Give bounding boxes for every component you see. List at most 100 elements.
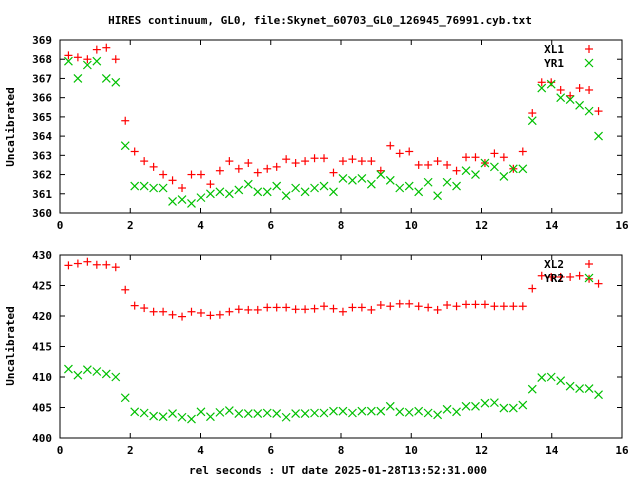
data-point <box>480 300 489 309</box>
data-point <box>149 162 158 171</box>
data-point <box>366 179 376 189</box>
data-point <box>187 198 196 208</box>
data-point <box>291 305 300 314</box>
data-point <box>272 409 282 419</box>
legend-label: XL1 <box>544 43 564 56</box>
data-point <box>149 307 158 316</box>
data-point <box>471 170 480 179</box>
data-point-d2 <box>376 406 386 416</box>
series-yr1 <box>64 56 603 208</box>
legend-marker-d2 <box>584 273 594 283</box>
data-point-d2 <box>196 407 206 417</box>
data-point-d2 <box>471 170 480 179</box>
data-point <box>92 367 102 376</box>
data-point <box>215 166 224 175</box>
x-tick-label: 16 <box>615 444 629 457</box>
x-tick-label: 10 <box>405 219 418 232</box>
legend-marker-d2 <box>584 58 594 68</box>
data-point <box>499 302 508 311</box>
data-point <box>243 179 253 189</box>
data-point <box>348 155 357 164</box>
x-tick-label: 2 <box>127 219 134 232</box>
data-point-d2 <box>452 181 461 191</box>
y-tick-label: 364 <box>32 130 52 143</box>
x-tick-label: 6 <box>267 444 274 457</box>
data-point <box>490 149 499 158</box>
legend-marker <box>584 58 594 68</box>
data-point <box>518 400 528 410</box>
data-point <box>395 299 404 308</box>
data-point <box>443 301 452 310</box>
y-tick-label: 361 <box>32 188 52 201</box>
data-point-d2 <box>300 409 310 419</box>
data-point-d2 <box>527 116 537 126</box>
data-point <box>461 401 471 411</box>
data-point-d2 <box>319 408 329 418</box>
data-point-d2 <box>433 410 443 420</box>
data-point <box>528 284 537 293</box>
data-point <box>73 259 82 268</box>
data-point <box>499 172 509 181</box>
data-point <box>196 308 205 317</box>
data-point <box>111 77 121 87</box>
data-point-d2 <box>262 408 272 418</box>
data-point <box>357 303 366 312</box>
data-point <box>386 302 395 311</box>
data-point-d2 <box>64 56 73 66</box>
data-point-d2 <box>82 60 92 70</box>
data-point <box>367 157 376 166</box>
data-point <box>489 162 499 172</box>
data-point-d2 <box>101 74 111 83</box>
data-point <box>338 157 347 166</box>
data-point-d2 <box>130 181 140 191</box>
data-point <box>102 43 111 52</box>
x-tick-label: 4 <box>197 219 204 232</box>
data-point-d2 <box>489 162 499 172</box>
data-point-d2 <box>291 183 301 193</box>
data-point <box>140 304 149 313</box>
data-point-d2 <box>414 187 424 197</box>
data-point-d2 <box>518 400 528 410</box>
data-point <box>83 55 92 64</box>
data-point <box>424 160 433 169</box>
data-point <box>433 191 443 201</box>
data-point <box>282 303 291 312</box>
data-point-d2 <box>461 166 471 176</box>
data-point-d2 <box>281 412 291 422</box>
legend-marker <box>585 260 593 268</box>
data-point <box>263 303 272 312</box>
data-point-d2 <box>310 408 319 418</box>
data-point <box>508 164 518 174</box>
data-point <box>139 181 149 191</box>
data-point-d2 <box>73 74 83 83</box>
data-point-d2 <box>272 409 282 419</box>
data-point <box>291 409 301 419</box>
data-point-d2 <box>224 189 234 199</box>
data-point <box>178 184 187 193</box>
data-point <box>575 271 584 280</box>
data-point <box>159 170 168 179</box>
y-tick-label: 362 <box>32 169 52 182</box>
data-point <box>319 181 329 191</box>
data-point <box>206 180 215 189</box>
data-point <box>575 384 585 394</box>
data-point-d2 <box>243 409 253 419</box>
data-point-d2 <box>215 407 225 417</box>
data-point-d2 <box>73 370 83 380</box>
data-point-d2 <box>527 384 537 394</box>
data-point-d2 <box>433 191 443 201</box>
data-point-d2 <box>452 407 461 417</box>
x-tick-label: 12 <box>475 219 488 232</box>
data-point <box>121 285 130 294</box>
data-point <box>480 398 490 408</box>
data-point <box>92 260 101 269</box>
data-point <box>101 74 111 83</box>
data-point <box>225 157 234 166</box>
data-point <box>546 79 556 89</box>
data-point-d2 <box>310 183 319 193</box>
panel-1: 0 2 4 6 8 10 12 14 16 360 361 362 363 364 365 366 367 368… <box>32 34 629 232</box>
x-axis-label: rel seconds : UT date 2025-01-28T13:52:3… <box>189 464 487 477</box>
data-point <box>575 100 585 110</box>
data-point <box>584 106 594 116</box>
data-point <box>130 407 140 417</box>
